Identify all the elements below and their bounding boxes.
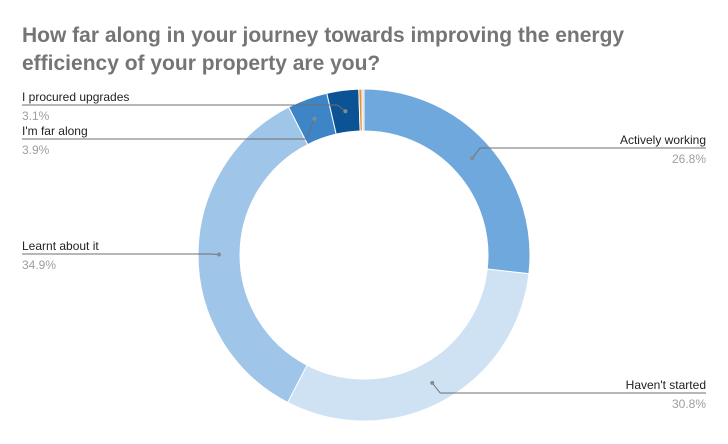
donut-slices [197, 88, 531, 422]
leader-i-procured-upgrades [22, 104, 346, 112]
value-i-procured-upgrades: 3.1% [22, 109, 50, 123]
leader-actively-working [471, 147, 706, 159]
value-learnt-about-it: 34.9% [22, 258, 56, 272]
slice-actively-working [363, 88, 531, 275]
leader-dot-haven-t-started [430, 380, 435, 385]
value-i-m-far-along: 3.9% [22, 143, 50, 157]
leader-lines [22, 104, 706, 394]
leader-dot-actively-working [470, 156, 475, 161]
label-learnt-about-it: Learnt about it [22, 239, 99, 253]
value-haven-t-started: 30.8% [672, 397, 706, 411]
leader-i-m-far-along [22, 118, 315, 140]
label-actively-working: Actively working [620, 133, 706, 147]
slice-learnt-about-it [197, 106, 309, 404]
slice-slice-6 [361, 88, 365, 132]
label-i-m-far-along: I'm far along [22, 124, 88, 138]
leader-learnt-about-it [22, 253, 220, 255]
slice-labels: Actively working 26.8% Haven't started 30.8… [22, 90, 706, 411]
chart-title: How far along in your journey towards im… [22, 24, 625, 75]
slice-haven-t-started [287, 268, 530, 422]
leader-dot-i-m-far-along [312, 116, 317, 121]
label-haven-t-started: Haven't started [626, 378, 706, 392]
leader-dot-i-procured-upgrades [343, 109, 348, 114]
leader-dot-learnt-about-it [217, 252, 222, 257]
leader-haven-t-started [431, 382, 706, 394]
label-i-procured-upgrades: I procured upgrades [22, 90, 129, 104]
value-actively-working: 26.8% [672, 152, 706, 166]
